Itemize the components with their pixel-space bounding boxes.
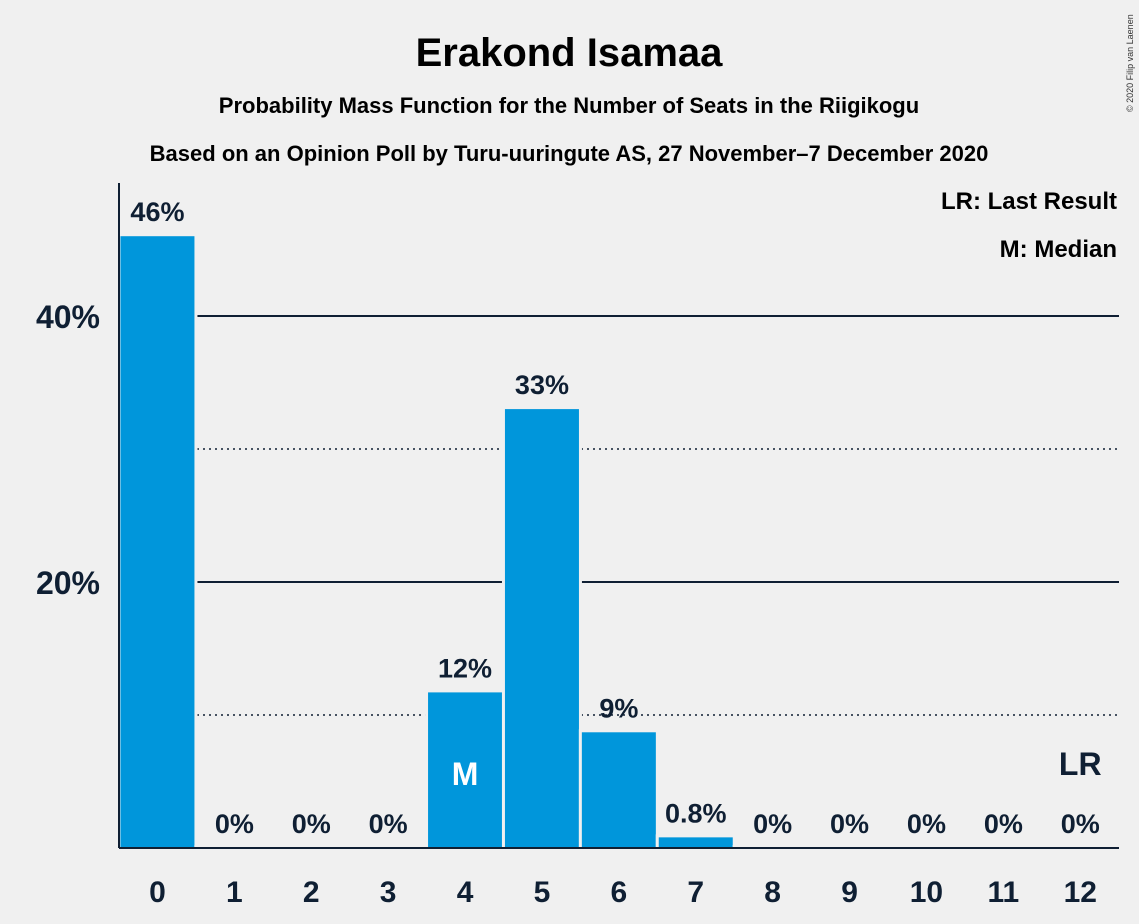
y-tick-label: 40% — [36, 299, 100, 335]
axes: 20%40%0 1 2 3 4 5 6 7 8 9 10 11 12 — [36, 183, 1119, 909]
x-tick-label-7: 7 — [687, 876, 704, 909]
x-tick-label-3: 3 — [380, 876, 397, 909]
bars — [117, 233, 1121, 848]
markers: M LR — [452, 746, 1102, 792]
data-label-6: 9% — [599, 693, 638, 723]
data-label-10: 0% — [907, 809, 946, 839]
data-label-2: 0% — [292, 809, 331, 839]
chart-subtitle: Probability Mass Function for the Number… — [219, 93, 919, 118]
chart-title: Erakond Isamaa — [416, 31, 724, 75]
copyright-text: © 2020 Filip van Laenen — [1125, 14, 1135, 112]
legend-median: M: Median — [1000, 236, 1117, 263]
x-tick-label-9: 9 — [841, 876, 858, 909]
data-label-9: 0% — [830, 809, 869, 839]
data-label-5: 33% — [515, 370, 569, 400]
bar-halo — [271, 845, 352, 848]
legend-last-result: LR: Last Result — [941, 188, 1117, 215]
data-label-11: 0% — [984, 809, 1023, 839]
data-labels: 46% 0% 0% 0% 12% 33% 9% 0.8% 0% 0% 0% 0% 0% — [130, 197, 1099, 839]
x-tick-label-0: 0 — [149, 876, 166, 909]
x-tick-label-11: 11 — [987, 876, 1019, 909]
data-label-1: 0% — [215, 809, 254, 839]
x-tick-label-1: 1 — [226, 876, 243, 909]
y-tick-label: 20% — [36, 565, 100, 601]
bar-halo — [886, 845, 967, 848]
x-tick-label-5: 5 — [534, 876, 551, 909]
x-tick-label-6: 6 — [611, 876, 628, 909]
bar-5 — [504, 409, 579, 848]
data-label-8: 0% — [753, 809, 792, 839]
bar-halo — [732, 845, 813, 848]
gridlines — [119, 315, 1119, 716]
data-label-4: 12% — [438, 653, 492, 683]
x-tick-label-12: 12 — [1064, 876, 1097, 909]
bar-halo — [194, 845, 275, 848]
bar-halo — [809, 845, 890, 848]
bar-halo — [1040, 845, 1121, 848]
bar-halo — [963, 845, 1044, 848]
data-label-3: 0% — [369, 809, 408, 839]
x-tick-label-2: 2 — [303, 876, 320, 909]
x-tick-label-8: 8 — [764, 876, 781, 909]
bar-0 — [120, 236, 195, 848]
data-label-12: 0% — [1061, 809, 1100, 839]
bar-7 — [658, 837, 733, 848]
bar-halo — [348, 845, 429, 848]
bar-6 — [581, 732, 656, 848]
x-tick-label-10: 10 — [910, 876, 943, 909]
chart-subtitle-poll: Based on an Opinion Poll by Turu-uuringu… — [150, 141, 989, 166]
data-label-7: 0.8% — [665, 798, 727, 828]
last-result-marker: LR — [1059, 746, 1102, 782]
x-tick-label-4: 4 — [457, 876, 474, 909]
bar-4 — [428, 692, 503, 848]
median-marker: M — [452, 756, 479, 792]
data-label-0: 46% — [130, 197, 184, 227]
